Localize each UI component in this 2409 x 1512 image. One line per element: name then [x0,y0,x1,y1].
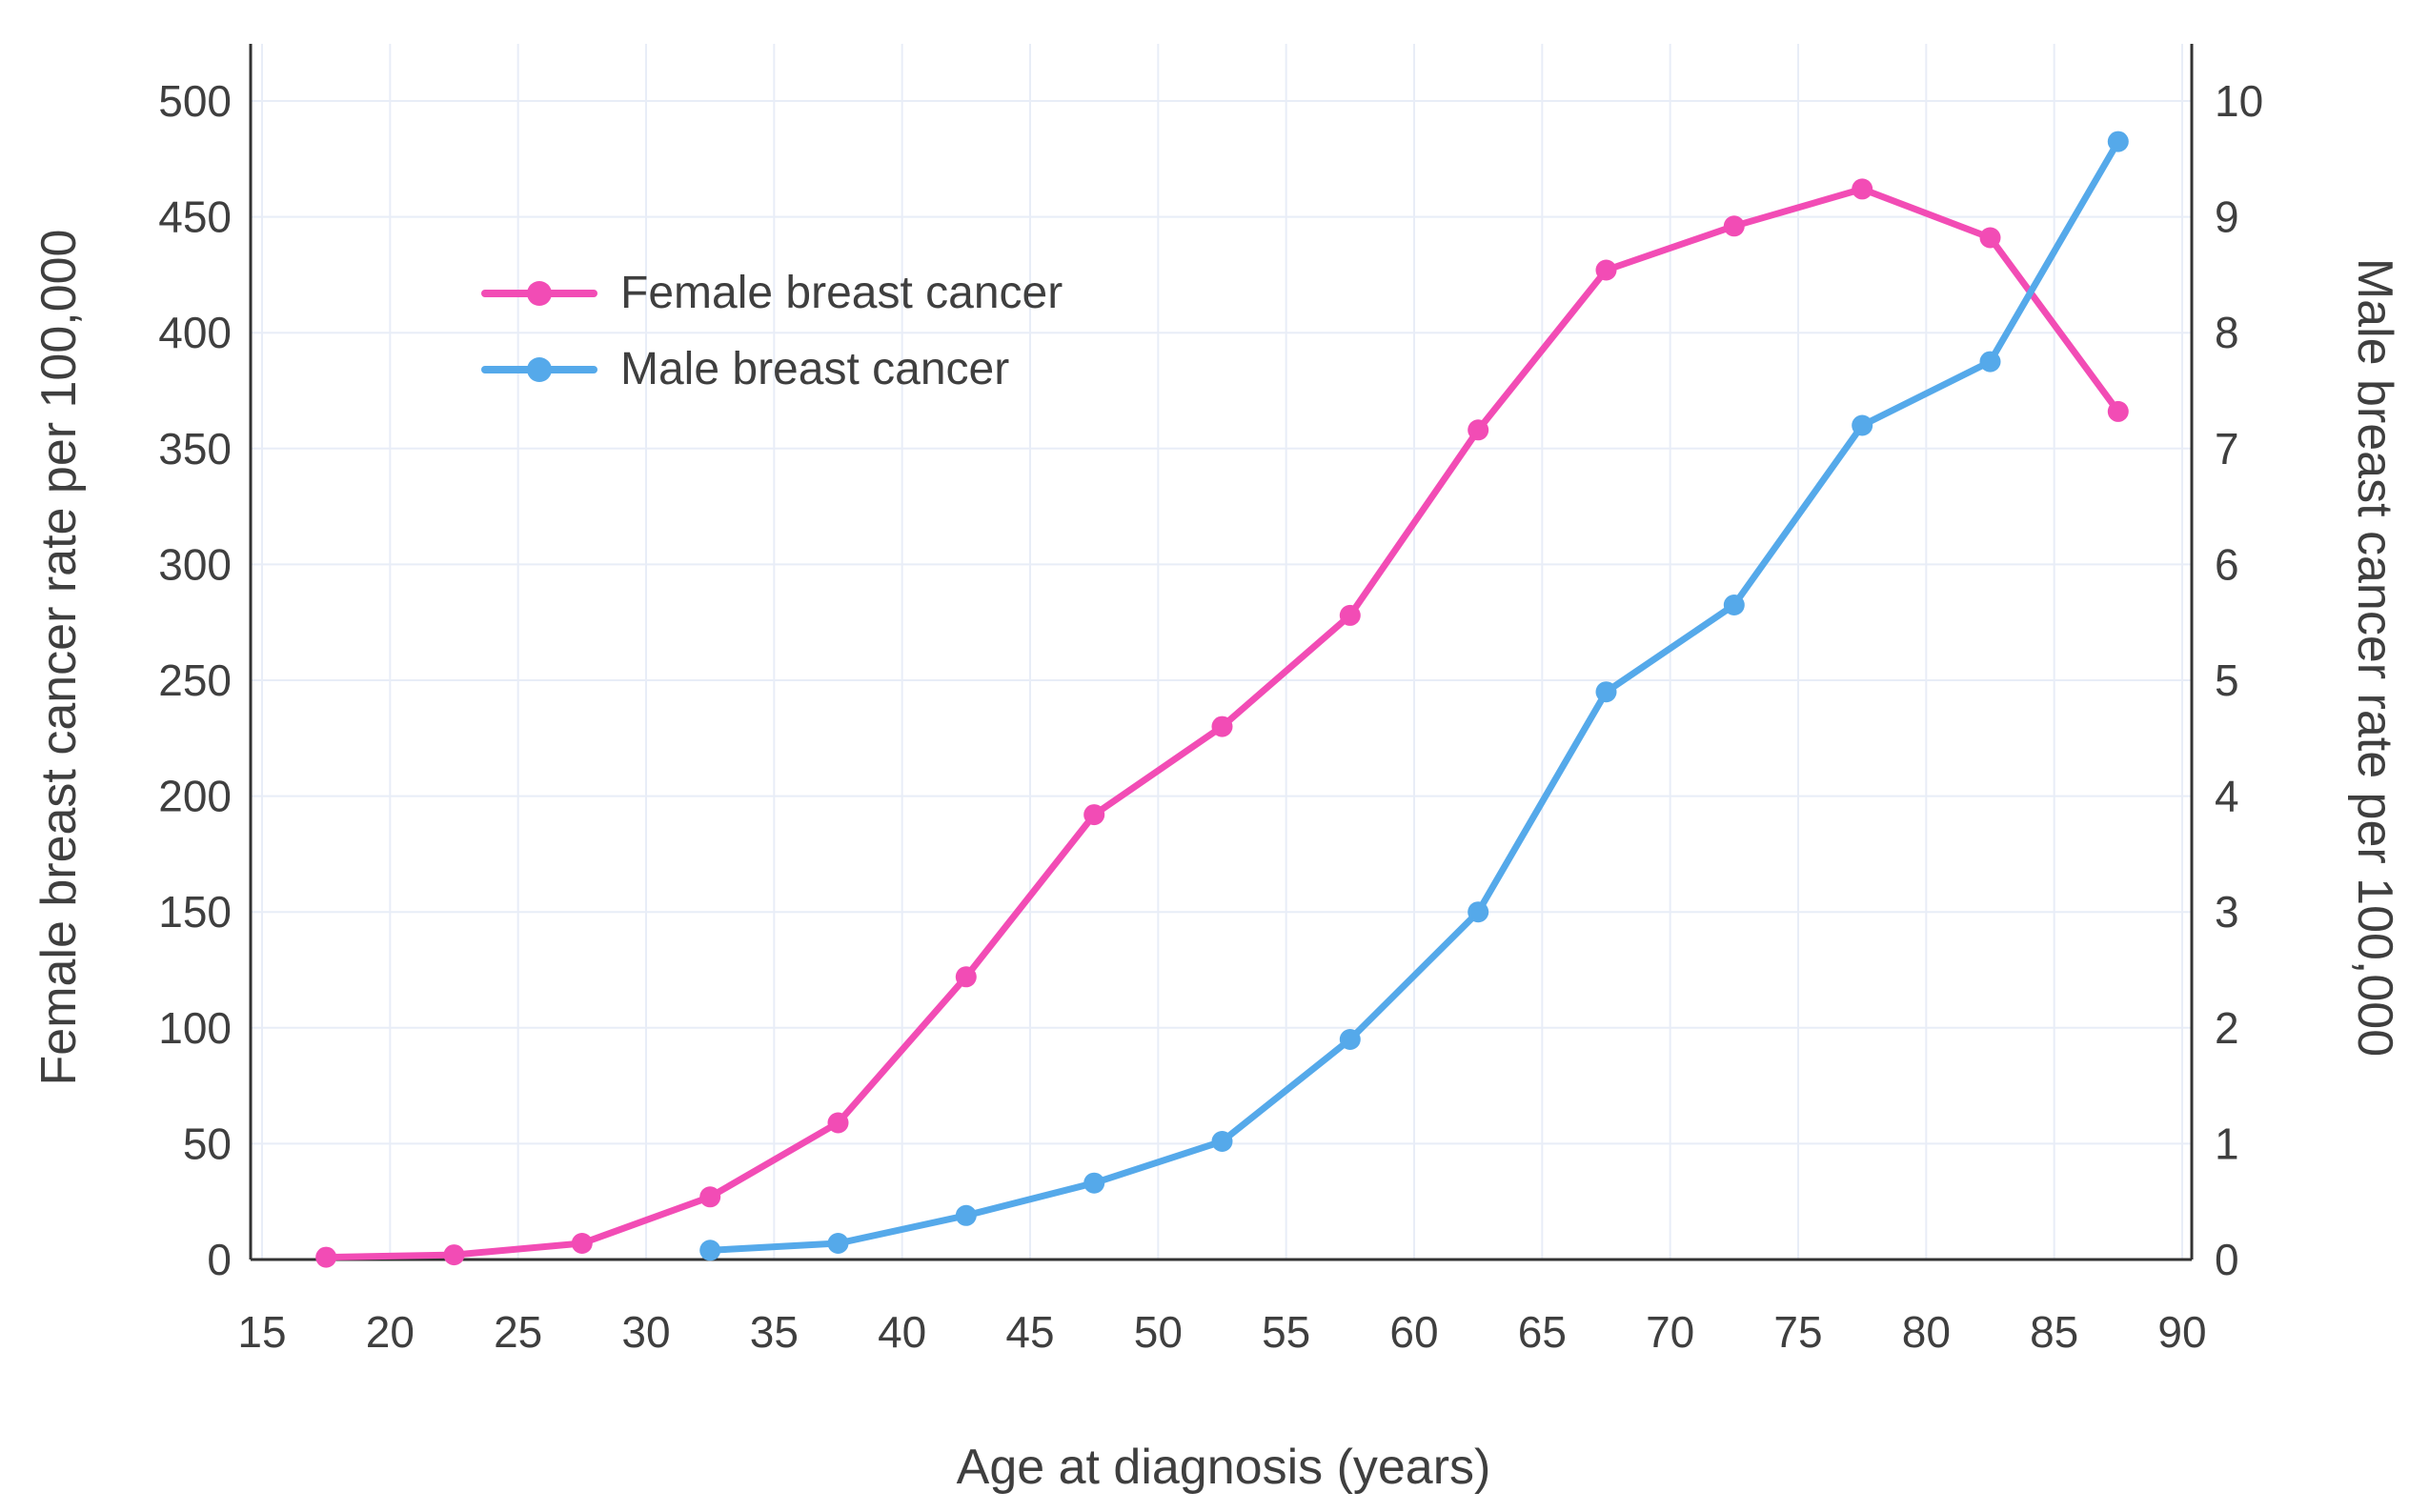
legend-swatch-female-icon [481,280,597,307]
data-point-1 [1852,414,1873,436]
x-tick-label: 90 [2157,1307,2206,1357]
data-point-0 [827,1112,849,1134]
legend-item-male[interactable]: Male breast cancer [481,343,1063,396]
data-point-0 [1595,259,1617,281]
y-right-tick-label: 7 [2215,424,2239,474]
data-point-0 [1979,227,2001,249]
x-tick-label: 70 [1646,1307,1694,1357]
data-point-1 [1211,1131,1233,1152]
y-right-tick-label: 0 [2215,1235,2239,1284]
x-tick-label: 60 [1389,1307,1438,1357]
y-right-tick-label: 10 [2215,76,2263,126]
y-left-tick-label: 300 [158,539,232,589]
y-right-tick-label: 5 [2215,655,2239,705]
y-left-tick-label: 400 [158,308,232,357]
data-point-0 [1083,804,1105,826]
x-tick-label: 55 [1262,1307,1310,1357]
y-left-tick-label: 150 [158,887,232,937]
data-point-0 [2107,400,2129,422]
data-point-0 [443,1244,465,1266]
x-tick-label: 30 [621,1307,670,1357]
x-tick-label: 65 [1518,1307,1567,1357]
y-axis-title-left: Female breast cancer rate per 100,000 [31,229,87,1086]
legend-item-female[interactable]: Female breast cancer [481,267,1063,320]
x-tick-label: 35 [750,1307,799,1357]
y-left-tick-label: 500 [158,76,232,126]
y-axis-title-right: Male breast cancer rate per 100,000 [2347,257,2402,1058]
data-point-0 [1339,604,1361,626]
y-left-tick-label: 100 [158,1003,232,1053]
data-point-0 [315,1246,337,1268]
y-right-tick-label: 6 [2215,539,2239,589]
x-tick-label: 45 [1005,1307,1054,1357]
data-point-1 [1339,1029,1361,1050]
data-point-1 [1595,681,1617,703]
y-left-tick-label: 0 [207,1235,232,1284]
data-point-0 [1468,419,1489,441]
x-tick-label: 85 [2030,1307,2078,1357]
data-point-1 [2107,131,2129,152]
y-left-tick-label: 450 [158,192,232,242]
y-right-tick-label: 9 [2215,192,2239,242]
data-point-1 [1083,1172,1105,1194]
legend-label-female: Female breast cancer [620,268,1063,318]
y-right-tick-label: 8 [2215,308,2239,357]
data-point-1 [1979,351,2001,373]
y-left-tick-label: 350 [158,424,232,474]
data-point-0 [1211,716,1233,737]
x-tick-label: 80 [1902,1307,1951,1357]
legend: Female breast cancer Male breast cancer [481,267,1063,396]
data-point-0 [571,1233,593,1254]
x-tick-label: 25 [494,1307,542,1357]
x-axis-title: Age at diagnosis (years) [956,1440,1491,1495]
x-tick-label: 15 [237,1307,286,1357]
y-left-tick-label: 50 [183,1119,232,1168]
data-point-0 [955,966,977,988]
series-line-1 [706,138,2122,1254]
data-point-0 [699,1186,721,1208]
y-right-tick-label: 2 [2215,1003,2239,1053]
data-point-1 [1468,901,1489,923]
legend-label-male: Male breast cancer [620,344,1010,394]
y-left-tick-label: 250 [158,655,232,705]
legend-swatch-male-icon [481,356,597,383]
x-tick-label: 40 [878,1307,926,1357]
y-right-tick-label: 4 [2215,772,2239,821]
data-point-1 [1723,595,1745,615]
y-left-tick-label: 200 [158,772,232,821]
data-point-0 [1723,215,1745,237]
data-point-1 [699,1240,721,1261]
y-right-tick-label: 3 [2215,887,2239,937]
x-tick-label: 50 [1134,1307,1183,1357]
y-right-tick-label: 1 [2215,1119,2239,1168]
data-point-1 [955,1204,977,1226]
data-point-1 [827,1233,849,1254]
x-tick-label: 20 [366,1307,415,1357]
x-tick-label: 75 [1773,1307,1822,1357]
data-point-0 [1852,178,1873,200]
